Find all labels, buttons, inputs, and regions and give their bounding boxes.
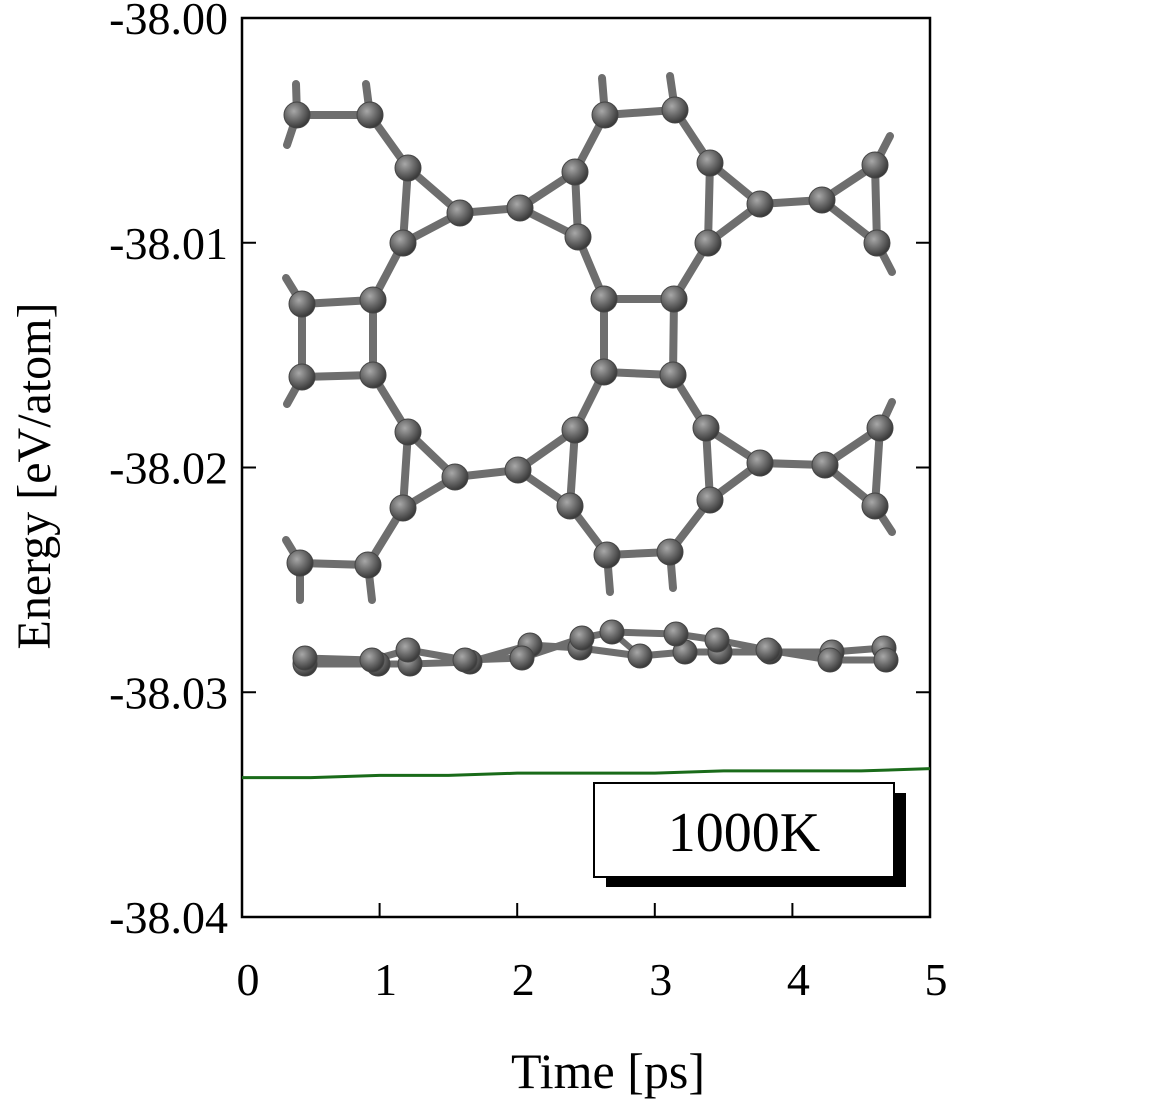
atom bbox=[746, 449, 774, 477]
atom bbox=[873, 647, 899, 673]
energy-series-line bbox=[242, 767, 931, 780]
atom bbox=[627, 643, 653, 669]
atom bbox=[509, 645, 535, 671]
atom bbox=[656, 538, 684, 566]
series-layer bbox=[242, 767, 931, 780]
atom bbox=[861, 151, 889, 179]
atom bbox=[746, 190, 774, 218]
atom bbox=[394, 418, 422, 446]
atom bbox=[283, 101, 311, 129]
carbon-lattice-side-view-icon bbox=[292, 619, 899, 677]
atom bbox=[591, 101, 619, 129]
atom bbox=[564, 223, 592, 251]
y-tick-label: -38.01 bbox=[109, 218, 228, 269]
atom bbox=[755, 637, 781, 663]
y-tick-label: -38.00 bbox=[109, 0, 228, 44]
atom bbox=[599, 619, 625, 645]
atom bbox=[569, 625, 595, 651]
atom bbox=[452, 647, 478, 673]
atom bbox=[694, 229, 722, 257]
atom bbox=[590, 285, 618, 313]
atom bbox=[506, 194, 534, 222]
x-tick-label: 4 bbox=[787, 954, 810, 1005]
atom bbox=[441, 463, 469, 491]
atom bbox=[556, 492, 584, 520]
y-tick-label: -38.03 bbox=[109, 667, 228, 718]
y-axis-title: Energy [eV/atom] bbox=[8, 303, 61, 650]
atom bbox=[286, 549, 314, 577]
atom bbox=[704, 627, 730, 653]
atom bbox=[696, 486, 724, 514]
atom bbox=[866, 414, 894, 442]
atom bbox=[593, 541, 621, 569]
y-axis-ticks: -38.00 -38.01 -38.02 -38.03 -38.04 bbox=[109, 0, 930, 943]
atom bbox=[561, 416, 589, 444]
annotation-box bbox=[593, 782, 895, 878]
y-tick-label: -38.02 bbox=[109, 443, 228, 494]
atom bbox=[389, 229, 417, 257]
atom bbox=[288, 290, 316, 318]
atom bbox=[817, 647, 843, 673]
atom bbox=[661, 96, 689, 124]
atom bbox=[395, 637, 421, 663]
atom bbox=[861, 492, 889, 520]
x-tick-label: 0 bbox=[237, 954, 260, 1005]
temperature-annotation: 1000K bbox=[593, 782, 906, 887]
atom bbox=[808, 186, 836, 214]
atom bbox=[292, 645, 318, 671]
atom bbox=[663, 621, 689, 647]
atom bbox=[359, 647, 385, 673]
atom bbox=[354, 551, 382, 579]
x-axis-ticks: 0 1 2 3 4 5 bbox=[237, 903, 948, 1005]
annotation-label: 1000K bbox=[668, 802, 820, 864]
carbon-lattice-top-view-icon bbox=[282, 72, 896, 604]
atom bbox=[446, 199, 474, 227]
atom bbox=[288, 363, 316, 391]
atom bbox=[811, 451, 839, 479]
atom bbox=[659, 361, 687, 389]
x-tick-label: 1 bbox=[374, 954, 397, 1005]
atom bbox=[660, 285, 688, 313]
atom bbox=[394, 154, 422, 182]
atom bbox=[504, 456, 532, 484]
x-tick-label: 5 bbox=[925, 954, 948, 1005]
atom bbox=[561, 158, 589, 186]
atom bbox=[863, 229, 891, 257]
atom bbox=[692, 414, 720, 442]
atom bbox=[359, 361, 387, 389]
y-tick-label: -38.04 bbox=[109, 892, 228, 943]
atom bbox=[389, 494, 417, 522]
x-tick-label: 2 bbox=[512, 954, 535, 1005]
atom bbox=[356, 101, 384, 129]
atom bbox=[696, 149, 724, 177]
x-tick-label: 3 bbox=[649, 954, 672, 1005]
atom bbox=[590, 358, 618, 386]
atom bbox=[359, 286, 387, 314]
x-axis-title: Time [ps] bbox=[511, 1043, 705, 1099]
